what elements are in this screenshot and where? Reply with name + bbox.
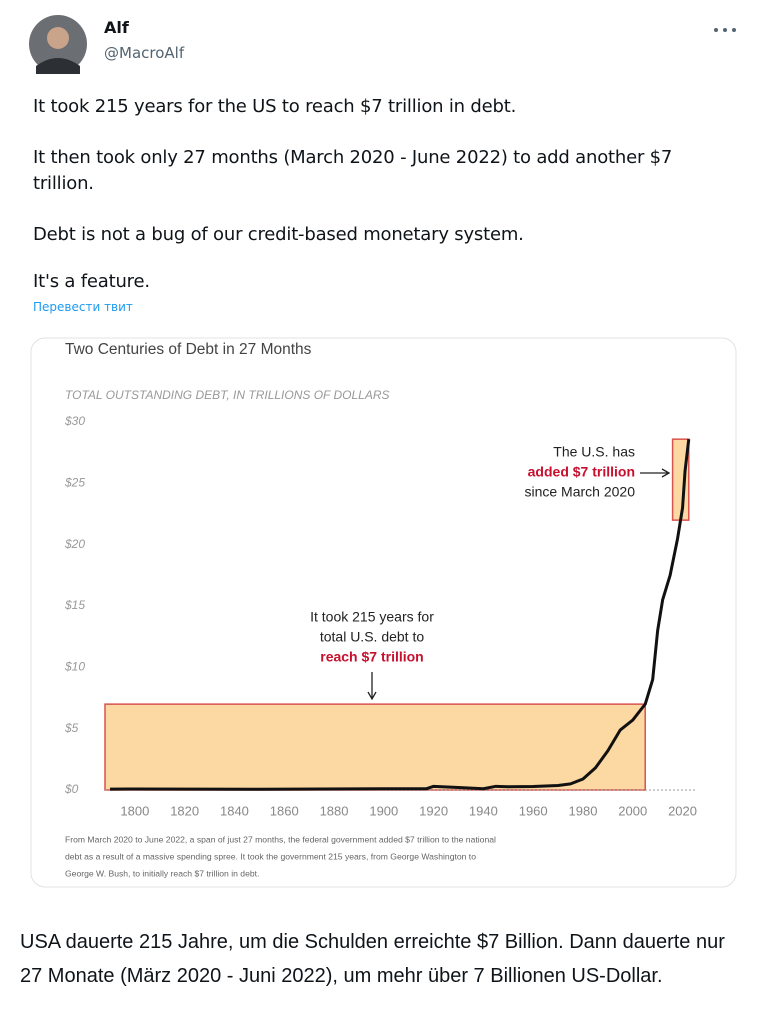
annotation: total U.S. debt to [320,629,424,645]
tweet-text: Debt is not a bug of our credit-based mo… [33,224,524,245]
data-line [109,438,691,791]
arrow [367,672,377,701]
x-tick-label: 1980 [569,803,598,818]
chart-subtitle: TOTAL OUTSTANDING DEBT, IN TRILLIONS OF … [65,388,390,402]
chart-title: Two Centuries of Debt in 27 Months [65,341,312,358]
x-tick-label: 1940 [469,803,498,818]
y-tick-label: $5 [64,721,79,735]
x-tick-label: 1900 [369,803,398,818]
y-tick-label: $10 [64,660,85,674]
x-tick-label: 1820 [170,803,199,818]
tweet-text: It then took only 27 months (March 2020 … [33,147,673,194]
annotation: added $7 trillion [528,464,635,480]
footnote: debt as a result of a massive spending s… [65,851,476,861]
annotation: reach $7 trillion [320,649,423,665]
user-name[interactable]: Alf [104,18,129,37]
translate-link[interactable]: Перевести твит [33,300,133,314]
avatar[interactable] [28,14,88,74]
y-tick-label: $25 [64,476,85,490]
footnote: George W. Bush, to initially reach $7 tr… [65,868,259,878]
x-tick-label: 1800 [120,803,149,818]
tweet-text: It took 215 years for the US to reach $7… [33,96,517,117]
footnote: From March 2020 to June 2022, a span of … [65,834,496,844]
chart-card[interactable]: Two Centuries of Debt in 27 Months TOTAL… [30,337,737,888]
more-menu[interactable] [712,26,738,34]
arrow [640,468,671,478]
y-tick-label: $30 [64,414,85,428]
x-tick-label: 1920 [419,803,448,818]
x-tick-label: 1880 [320,803,349,818]
user-handle[interactable]: @MacroAlf [104,44,185,62]
y-tick-label: $20 [64,537,85,551]
x-tick-label: 1840 [220,803,249,818]
x-tick-label: 2020 [668,803,697,818]
x-tick-label: 1860 [270,803,299,818]
annotation: The U.S. has [553,444,635,460]
y-tick-label: $15 [64,598,85,612]
x-tick-label: 1960 [519,803,548,818]
annotation: It took 215 years for [310,609,434,625]
y-tick-label: $0 [64,782,79,796]
x-tick-label: 2000 [618,803,647,818]
tweet-text: It's a feature. [33,271,150,292]
caption: USA dauerte 215 Jahre, um die Schulden e… [20,931,725,987]
annotation: since March 2020 [524,484,635,500]
highlight-box [104,703,646,791]
